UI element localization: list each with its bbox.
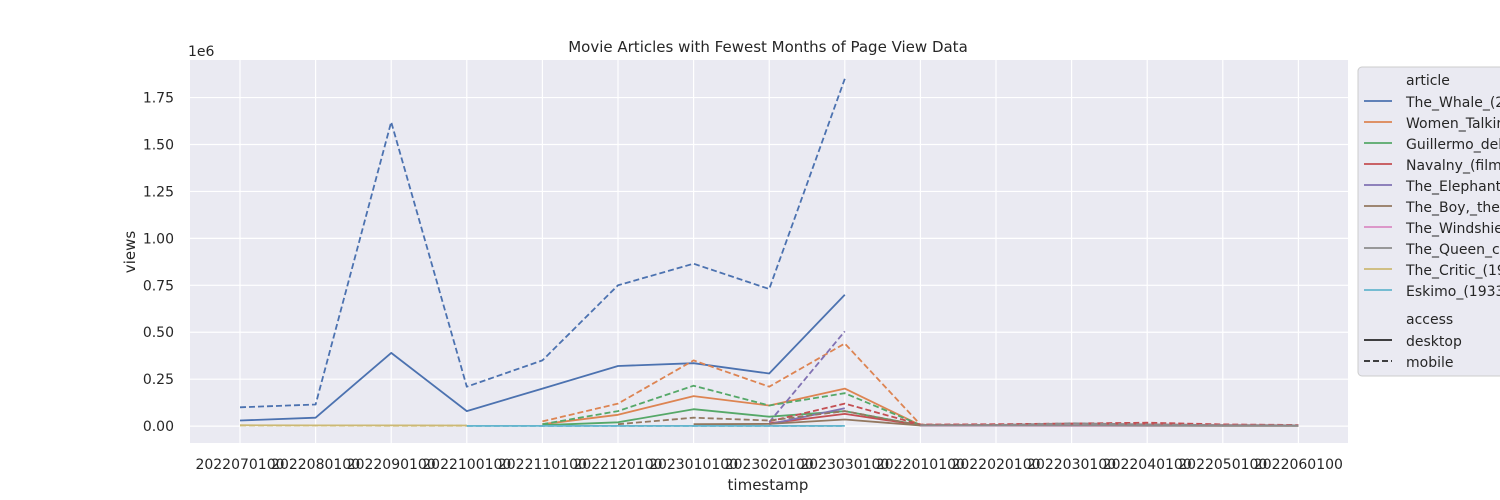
series-line [239,294,846,422]
legend-entry-label: The_Elephant [1405,179,1500,195]
x-tick-label: 2022120100 [573,457,662,473]
x-tick-label: 2022010100 [876,457,965,473]
series-line [768,402,1299,426]
legend-style-title: access [1406,312,1453,328]
x-tick-label: 2022050100 [1178,457,1267,473]
x-tick-label: 2022030100 [1027,457,1116,473]
legend-entry-label: mobile [1406,355,1453,371]
x-tick-label: 2022060100 [1254,457,1343,473]
y-tick-label: 1.50 [143,137,174,153]
y-axis-label: views [121,231,139,274]
x-tick-label: 2022040100 [1103,457,1192,473]
y-tick-label: 0.75 [143,278,174,294]
x-axis-label: timestamp [728,476,809,494]
series-line [768,330,846,423]
legend-access-entries: desktop mobile [1364,334,1462,371]
legend-entry-label: Women_Talkir [1406,116,1500,132]
x-tick-label: 2023030100 [800,457,889,473]
legend-entry-label: desktop [1406,334,1462,350]
chart-title: Movie Articles with Fewest Months of Pag… [568,38,968,56]
series-line [542,384,1299,427]
legend-hue-title: article [1406,73,1450,89]
x-tick-label: 2022070100 [195,457,284,473]
x-tick-label: 2022020100 [951,457,1040,473]
y-tick-label: 1.25 [143,184,174,200]
legend-article-entries: The_Whale_(2 Women_Talkir Guillermo_del Nav… [1364,95,1500,300]
y-tick-label: 0.50 [143,325,174,341]
x-tick-label: 2022090100 [347,457,436,473]
legend-entry-label: Navalny_(film [1406,158,1500,174]
series-line [239,78,846,409]
x-tick-label: 2023020100 [725,457,814,473]
legend-entry-label: Guillermo_del [1406,137,1500,153]
y-tick-label: 1.75 [143,91,174,107]
legend-entry-label: The_Whale_(2 [1405,95,1500,111]
legend-entry-label: The_Windshie [1405,221,1500,237]
y-axis-multiplier: 1e6 [188,44,215,60]
legend-box [1357,66,1500,377]
x-tick-labels: 2022070100202208010020220901002022100100… [195,457,1342,473]
y-tick-label: 1.00 [143,231,174,247]
x-tick-label: 2023010100 [649,457,738,473]
legend-entry-label: The_Queen_c [1405,242,1500,258]
legend: article The_Whale_(2 Women_Talkir Guillerm… [1357,66,1500,377]
legend-entry-label: The_Boy,_the [1405,200,1500,216]
x-tick-label: 2022100100 [422,457,511,473]
y-tick-label: 0.00 [143,419,174,435]
y-tick-label: 0.25 [143,372,174,388]
data-lines [239,78,1299,427]
legend-entry-label: Eskimo_(1933 [1406,284,1500,300]
x-tick-label: 2022110100 [498,457,587,473]
x-tick-label: 2022080100 [271,457,360,473]
y-tick-labels: 0.00 0.25 0.50 0.75 1.00 1.25 1.50 1.75 [143,91,174,436]
series-line [920,422,1299,427]
legend-entry-label: The_Critic_(19 [1405,263,1500,279]
